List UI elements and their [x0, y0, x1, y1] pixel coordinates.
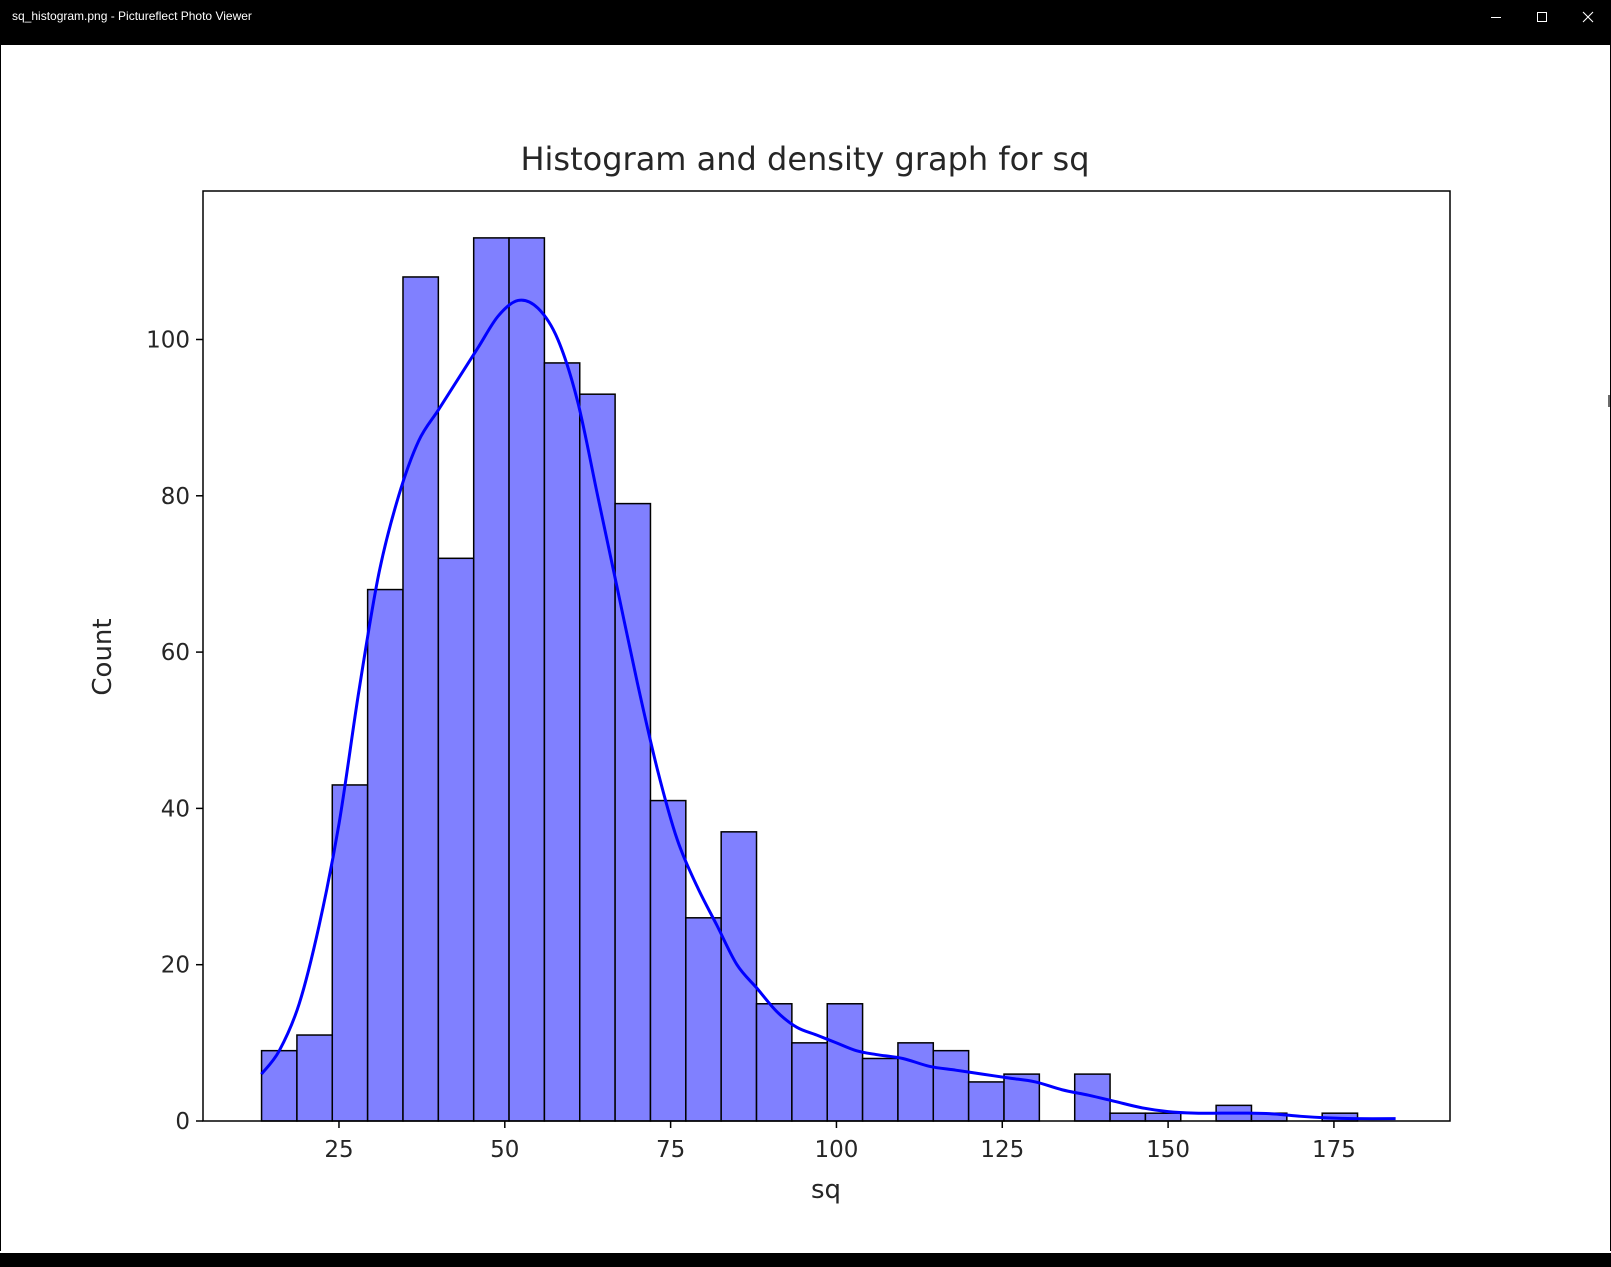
- histogram-bar: [402, 276, 440, 1122]
- close-button[interactable]: [1565, 0, 1611, 34]
- x-tick-label: 75: [656, 1137, 685, 1163]
- y-tick-label: 80: [161, 484, 190, 510]
- x-tick-label: 150: [1146, 1137, 1190, 1163]
- x-axis: 25 50 75 100 125 150 175: [324, 1121, 1356, 1163]
- y-tick-label: 100: [146, 327, 190, 353]
- histogram-bar: [720, 831, 758, 1122]
- bottom-bar: [0, 1253, 1611, 1267]
- histogram-bar: [472, 237, 510, 1122]
- maximize-button[interactable]: [1519, 0, 1565, 34]
- y-axis-label: Count: [88, 618, 118, 695]
- histogram-bar: [1109, 1112, 1147, 1122]
- y-tick-label: 60: [161, 640, 190, 666]
- histogram-bar: [791, 1042, 828, 1122]
- y-axis: 0 20 40 60 80 100: [146, 327, 203, 1135]
- x-tick-label: 175: [1312, 1137, 1356, 1163]
- y-tick-label: 0: [175, 1109, 190, 1135]
- histogram-bar: [861, 1057, 899, 1122]
- close-icon: [1582, 11, 1594, 23]
- x-tick-label: 125: [980, 1137, 1024, 1163]
- y-tick-label: 20: [161, 953, 190, 979]
- plot-frame: [202, 190, 1451, 1122]
- histogram-bar: [543, 362, 581, 1122]
- x-tick-label: 25: [324, 1137, 353, 1163]
- histogram-bar: [296, 1034, 334, 1122]
- minimize-icon: [1491, 17, 1501, 18]
- title-bar: sq_histogram.png - Pictureflect Photo Vi…: [0, 0, 1611, 45]
- histogram-bar: [685, 917, 722, 1122]
- histogram-bar: [897, 1042, 935, 1122]
- histogram-bar: [437, 557, 475, 1122]
- histogram-bar: [1144, 1112, 1182, 1122]
- resize-edge-marker: [1608, 395, 1610, 407]
- histogram-bar: [932, 1049, 970, 1122]
- histogram-bar: [260, 1049, 298, 1122]
- x-tick-label: 100: [814, 1137, 858, 1163]
- histogram-bar: [579, 393, 616, 1122]
- histogram-bar: [331, 784, 369, 1122]
- maximize-icon: [1537, 12, 1547, 22]
- minimize-button[interactable]: [1473, 0, 1519, 34]
- window-title: sq_histogram.png - Pictureflect Photo Vi…: [12, 9, 252, 23]
- histogram-bar: [967, 1081, 1005, 1122]
- density-curve: [260, 298, 1396, 1121]
- histogram-bar: [366, 588, 404, 1122]
- x-axis-label: sq: [811, 1175, 841, 1205]
- histogram-bar: [826, 1003, 864, 1122]
- bars-group: [260, 237, 1359, 1122]
- x-tick-label: 50: [490, 1137, 519, 1163]
- chart-title: Histogram and density graph for sq: [520, 140, 1089, 178]
- histogram-bar: [508, 237, 546, 1122]
- y-tick-label: 40: [161, 796, 190, 822]
